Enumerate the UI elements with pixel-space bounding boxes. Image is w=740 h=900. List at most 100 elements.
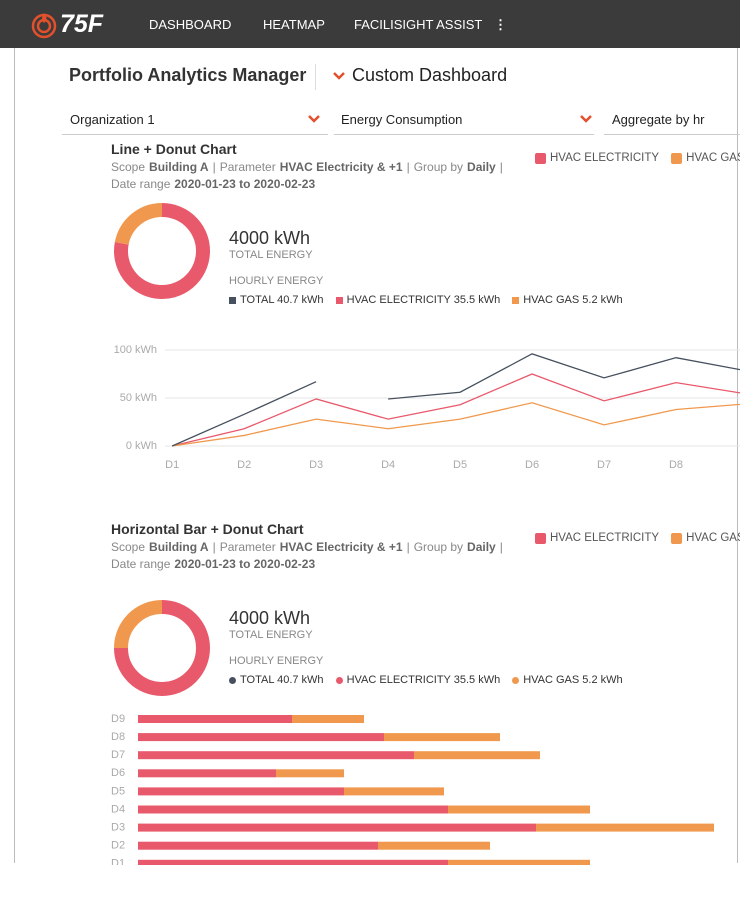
nav-bar: 75F DASHBOARD HEATMAP FACILISIGHT ASSIST…: [0, 0, 740, 48]
y-tick-label: D2: [111, 840, 125, 852]
y-tick-label: 50 kWh: [120, 392, 157, 404]
meta-value: Building A: [149, 160, 209, 174]
y-tick-label: D3: [111, 822, 125, 834]
x-tick-label: D8: [669, 459, 683, 471]
y-tick-label: D1: [111, 858, 125, 865]
meta-label: Parameter: [219, 160, 276, 174]
bar-segment: [138, 805, 448, 814]
card-title: Line + Donut Chart: [111, 141, 237, 157]
nav-item[interactable]: DASHBOARD: [149, 17, 232, 32]
legend-swatch: [671, 152, 683, 164]
y-tick-label: D9: [111, 713, 125, 725]
legend-label: HVAC ELECTRICITY 35.5 kWh: [346, 294, 501, 306]
x-tick-label: D2: [237, 459, 251, 471]
separator: |: [499, 540, 503, 554]
bar-segment: [448, 859, 590, 865]
legend-swatch: [535, 152, 546, 164]
legend-swatch: [671, 532, 683, 544]
total-energy: 4000 kWh: [229, 608, 311, 628]
meta-label: Date range: [111, 557, 171, 571]
legend-label: HVAC GAS 5.2 kWh: [523, 294, 623, 306]
frame: [14, 48, 738, 863]
x-tick-label: D3: [309, 459, 323, 471]
dashboard-select[interactable]: Custom Dashboard: [352, 65, 508, 85]
meta-label: Group by: [413, 540, 464, 554]
y-tick-label: D6: [111, 767, 125, 779]
nav-item[interactable]: HEATMAP: [263, 17, 325, 32]
filter[interactable]: Energy Consumption: [341, 112, 463, 127]
chart: 0 kWh 50 kWh 100 kWh D1 D2 D3 D4 D5 D6 D7 D8: [114, 344, 740, 471]
hourly-label: HOURLY ENERGY: [229, 275, 324, 287]
page: 75F DASHBOARD HEATMAP FACILISIGHT ASSIST…: [0, 0, 740, 865]
subtitle: Scope Building A | Parameter HVAC Electricit…: [111, 159, 507, 175]
logo-icon: [31, 13, 57, 39]
card-title: Horizontal Bar + Donut Chart: [111, 521, 304, 537]
y-tick-label: 0 kWh: [126, 440, 157, 452]
y-tick-label: D7: [111, 749, 125, 761]
hourly-legend: TOTAL 40.7 kWh HVAC ELECTRICITY 35.5 kWh H…: [229, 673, 635, 687]
meta-value: Daily: [467, 160, 496, 174]
card: Horizontal Bar + Donut Chart Scope Buildin…: [0, 520, 740, 900]
legend-swatch: [335, 676, 343, 684]
donut-segment: [114, 600, 210, 696]
legend-label: HVAC ELECTRICITY 35.5 kWh: [346, 674, 501, 686]
chevron[interactable]: [579, 114, 593, 124]
x-tick-label: D6: [525, 459, 539, 471]
separator: |: [406, 160, 410, 174]
donut: [114, 600, 210, 696]
meta-value: Daily: [467, 540, 496, 554]
filter[interactable]: Organization 1: [70, 112, 155, 127]
bar-segment: [378, 841, 490, 850]
legend-swatch: [335, 296, 343, 304]
donut-segment: [114, 203, 210, 299]
meta-value: 2020-01-23 to 2020-02-23: [174, 557, 316, 571]
filter[interactable]: Aggregate by hr: [612, 112, 705, 127]
legend-swatch: [535, 532, 546, 544]
subtitle: Scope Building A | Parameter HVAC Electricit…: [111, 539, 507, 555]
x-tick-label: D1: [165, 459, 179, 471]
nav-more[interactable]: ⋮: [494, 17, 507, 32]
underline: [604, 134, 740, 135]
bar-segment: [384, 733, 500, 742]
meta-label: Scope: [111, 160, 146, 174]
x-tick-label: D7: [597, 459, 611, 471]
bar-segment: [292, 715, 364, 723]
meta-label: Parameter: [219, 540, 276, 554]
legend-swatch: [229, 296, 236, 304]
legend-swatch: [512, 676, 520, 684]
meta-value: HVAC Electricity & +1: [279, 160, 403, 174]
total-label: TOTAL ENERGY: [229, 249, 313, 261]
divider: [315, 64, 316, 90]
chevron[interactable]: [332, 71, 346, 81]
legend-label: HVAC GAS: [686, 152, 740, 164]
subtitle: Date range 2020-01-23 to 2020-02-23: [111, 176, 315, 192]
logo: 75F: [60, 10, 104, 38]
y-tick-label: D8: [111, 731, 125, 743]
bar-segment: [536, 823, 714, 832]
bar-segment: [138, 715, 292, 723]
series-line: [172, 402, 740, 447]
donut-segment: [114, 203, 163, 246]
card: Line + Donut Chart Scope Building A | Parame…: [0, 140, 740, 520]
meta-label: Date range: [111, 177, 171, 191]
nav-item[interactable]: FACILISIGHT ASSIST: [354, 17, 483, 32]
legend-label: TOTAL 40.7 kWh: [240, 294, 324, 306]
donut-segment: [114, 600, 163, 649]
meta-label: Group by: [413, 160, 464, 174]
meta-label: Scope: [111, 540, 146, 554]
meta-value: 2020-01-23 to 2020-02-23: [174, 177, 316, 191]
bar-segment: [138, 859, 448, 865]
legend-label: HVAC ELECTRICITY: [550, 532, 660, 544]
series-line: [172, 373, 740, 447]
chart: D1 D2 D3 D4 D5 D6 D7 D8 D9: [111, 713, 714, 865]
separator: |: [212, 540, 216, 554]
separator: |: [406, 540, 410, 554]
chevron[interactable]: [307, 114, 321, 124]
donut: [114, 203, 210, 299]
y-tick-label: D5: [111, 785, 125, 797]
y-tick-label: D4: [111, 803, 125, 815]
x-tick-label: D5: [453, 459, 467, 471]
separator: |: [212, 160, 216, 174]
bar-segment: [414, 751, 540, 760]
underline: [62, 134, 328, 135]
